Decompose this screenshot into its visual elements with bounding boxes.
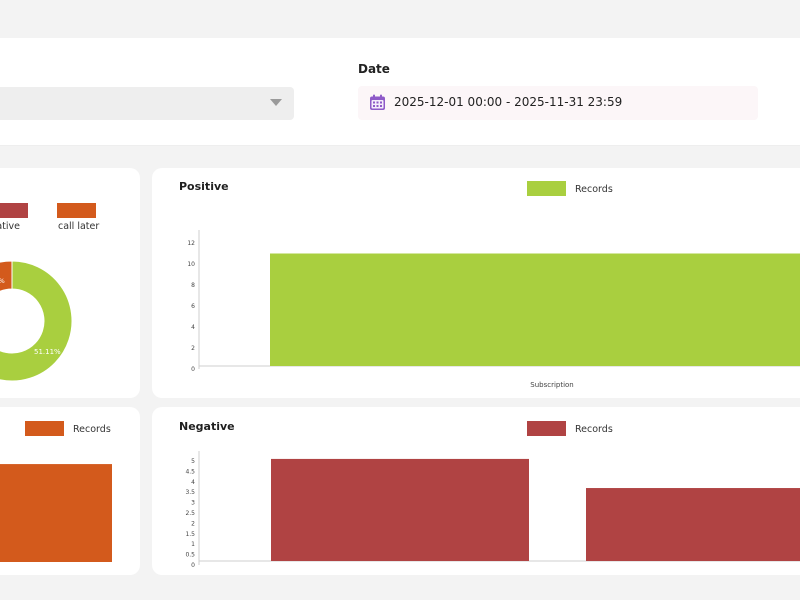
negative-y-tick-label: 3.5 bbox=[185, 489, 195, 496]
positive-bar-subscription bbox=[270, 253, 800, 366]
positive-legend-label: Records bbox=[575, 184, 613, 195]
date-label: Date bbox=[358, 62, 390, 76]
records-chart-card: Records bbox=[0, 407, 140, 575]
negative-y-tick-label: 4.5 bbox=[185, 468, 195, 475]
negative-legend-swatch bbox=[527, 421, 566, 436]
negative-y-tick-label: 5 bbox=[191, 458, 195, 465]
negative-y-tick-label: 0 bbox=[191, 562, 195, 569]
top-bar bbox=[0, 0, 800, 38]
date-range-value: 2025-12-01 00:00 - 2025-11-31 23:59 bbox=[394, 95, 623, 109]
donut-data-label-call-later: % bbox=[0, 278, 5, 285]
positive-y-tick-label: 6 bbox=[191, 303, 195, 310]
positive-legend-swatch bbox=[527, 181, 566, 196]
negative-bar-2 bbox=[586, 488, 800, 561]
negative-y-tick-label: 3 bbox=[191, 500, 195, 507]
section-divider bbox=[0, 146, 800, 160]
donut-chart: 51.11%% bbox=[0, 260, 73, 382]
negative-y-tick-label: 1.5 bbox=[185, 531, 195, 538]
calendar-icon[interactable] bbox=[369, 94, 386, 111]
records-legend-label: Records bbox=[73, 424, 111, 435]
negative-y-tick-label: 0.5 bbox=[185, 552, 195, 559]
positive-chart-card: Positive Records 0 2 4 6 8 10 12 Subscription bbox=[152, 168, 800, 398]
negative-y-tick-label: 2.5 bbox=[185, 510, 195, 517]
positive-y-tick-label: 0 bbox=[191, 366, 195, 373]
filter-panel: Date 2025-12-01 00:00 - 2025-11-31 23:59 bbox=[0, 38, 800, 146]
date-range-field[interactable]: 2025-12-01 00:00 - 2025-11-31 23:59 bbox=[358, 86, 758, 120]
negative-y-tick-label: 4 bbox=[191, 479, 195, 486]
positive-y-tick-label: 2 bbox=[191, 345, 195, 352]
negative-y-tick-label: 2 bbox=[191, 520, 195, 527]
legend-label-call-later: call later bbox=[58, 221, 100, 232]
positive-bar-chart: Records 0 2 4 6 8 10 12 Subscription bbox=[187, 181, 800, 389]
donut-slice-positive bbox=[0, 260, 73, 382]
positive-y-tick-label: 8 bbox=[191, 282, 195, 289]
negative-legend-label: Records bbox=[575, 424, 613, 435]
positive-y-tick-label: 4 bbox=[191, 324, 195, 331]
negative-bar-1 bbox=[271, 458, 529, 561]
donut-slice-call-later bbox=[0, 260, 13, 292]
legend-swatch-call-later[interactable] bbox=[57, 203, 96, 218]
negative-y-tick-label: 1 bbox=[191, 541, 195, 548]
positive-y-tick-label: 10 bbox=[187, 261, 195, 268]
legend-label-negative: negative bbox=[0, 221, 20, 232]
negative-title: Negative bbox=[179, 420, 235, 433]
positive-y-tick-label: 12 bbox=[187, 240, 195, 247]
donut-data-label-positive: 51.11% bbox=[34, 348, 61, 356]
records-bar-chart: Records bbox=[0, 421, 112, 562]
donut-chart-card: negative call later 51.11%% bbox=[0, 168, 140, 398]
chevron-down-icon[interactable] bbox=[270, 99, 282, 106]
records-legend-swatch bbox=[25, 421, 64, 436]
legend-swatch-negative[interactable] bbox=[0, 203, 28, 218]
negative-chart-card: Negative Records 0 0.5 1 1.5 2 2.5 3 3.5 4 4.5 5 bbox=[152, 407, 800, 575]
positive-x-tick-label: Subscription bbox=[530, 381, 574, 389]
filter-select[interactable] bbox=[0, 87, 294, 120]
records-bar bbox=[0, 464, 112, 562]
positive-title: Positive bbox=[179, 180, 229, 193]
negative-bar-chart: Records 0 0.5 1 1.5 2 2.5 3 3.5 4 4.5 5 bbox=[185, 421, 800, 569]
